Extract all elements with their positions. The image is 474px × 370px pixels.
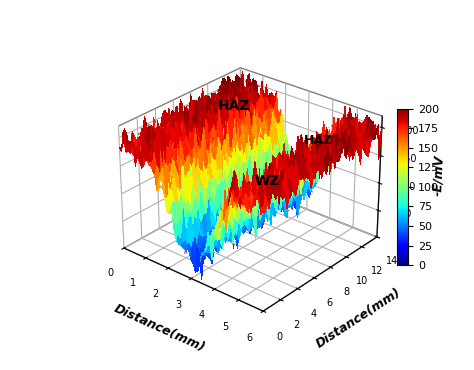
X-axis label: Distance(mm): Distance(mm) (112, 302, 208, 354)
Y-axis label: Distance(mm): Distance(mm) (314, 286, 404, 351)
